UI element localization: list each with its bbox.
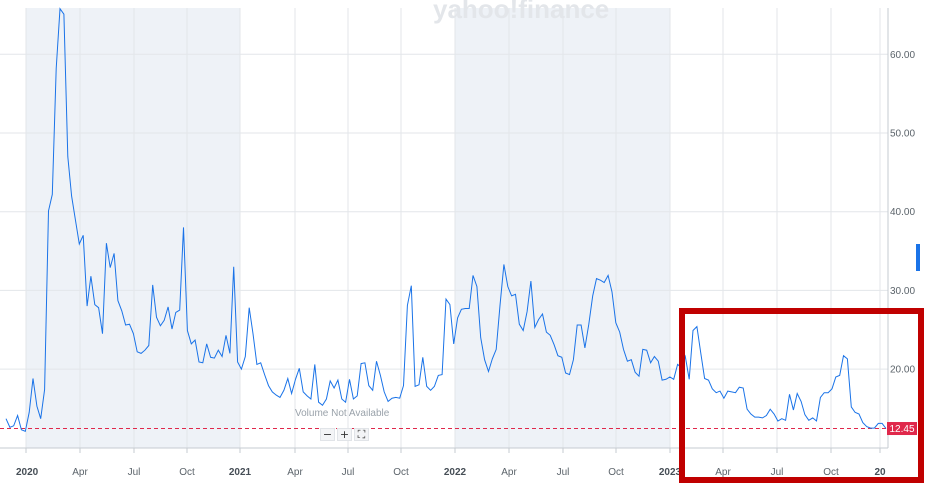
last-price-badge-bg bbox=[887, 422, 917, 436]
x-tick-label: 20 bbox=[874, 467, 886, 478]
y-axis-ticks: 20.00 30.00 40.00 50.00 60.00 bbox=[890, 50, 915, 376]
zoom-controls: − + ⛶ bbox=[320, 428, 369, 441]
x-tick-label: Jul bbox=[557, 467, 570, 478]
volume-note: Volume Not Available bbox=[295, 408, 390, 419]
series-line bbox=[5, 7, 887, 432]
highlight-box bbox=[679, 308, 924, 483]
x-tick-label: Apr bbox=[287, 467, 303, 478]
last-price-label: 12.45 bbox=[889, 424, 914, 435]
x-tick-label: Oct bbox=[608, 467, 624, 478]
last-price-badge: 12.45 bbox=[887, 422, 917, 436]
x-tick-label: Oct bbox=[179, 467, 195, 478]
fit-view-button[interactable]: ⛶ bbox=[354, 428, 369, 441]
y-axis-drag-handle[interactable] bbox=[916, 244, 920, 271]
shade-2020 bbox=[26, 8, 240, 448]
y-tick-label: 40.00 bbox=[890, 207, 915, 218]
x-tick-label: Jul bbox=[342, 467, 355, 478]
x-tick-label: Jul bbox=[771, 467, 784, 478]
x-tick-label: 2021 bbox=[229, 467, 252, 478]
zoom-in-button[interactable]: + bbox=[337, 428, 352, 441]
x-tick-label: 2022 bbox=[444, 467, 467, 478]
y-tick-label: 60.00 bbox=[890, 50, 915, 61]
x-tick-label: Oct bbox=[823, 467, 839, 478]
x-tick-label: Apr bbox=[501, 467, 517, 478]
x-tick-label: 2020 bbox=[16, 467, 39, 478]
x-tick-label: Apr bbox=[72, 467, 88, 478]
zoom-out-button[interactable]: − bbox=[320, 428, 335, 441]
x-tick-label: Apr bbox=[715, 467, 731, 478]
y-tick-label: 50.00 bbox=[890, 129, 915, 140]
x-tick-label: Jul bbox=[128, 467, 141, 478]
y-tick-label: 20.00 bbox=[890, 365, 915, 376]
watermark: yahoo!finance bbox=[433, 0, 609, 24]
gridlines bbox=[0, 8, 888, 448]
x-tick-label: 2023 bbox=[659, 467, 682, 478]
x-axis-ticks: 2020 Apr Jul Oct 2021 Apr Jul Oct 2022 Apr Jul Oct 2… bbox=[16, 448, 886, 478]
y-tick-label: 30.00 bbox=[890, 286, 915, 297]
x-tick-label: Oct bbox=[393, 467, 409, 478]
